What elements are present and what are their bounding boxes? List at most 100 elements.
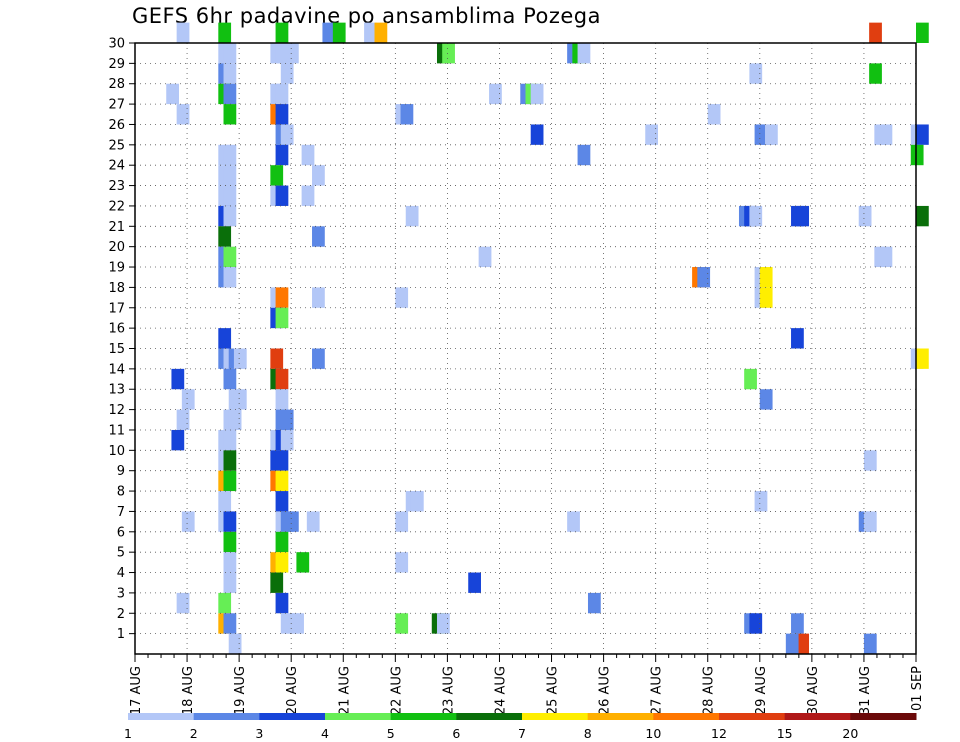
heat-cell <box>530 83 544 105</box>
heat-cell <box>530 124 544 145</box>
colorbar-label: 5 <box>387 726 395 741</box>
colorbar-swatch <box>587 713 654 720</box>
heat-cell <box>707 104 721 125</box>
heat-cell <box>223 511 237 532</box>
y-tick-label: 7 <box>117 505 125 520</box>
colorbar-swatch <box>456 713 523 720</box>
y-tick-label: 19 <box>108 261 125 276</box>
heat-cell <box>275 22 289 43</box>
heat-cell <box>489 83 502 105</box>
heat-cell <box>223 83 237 105</box>
heat-cell <box>233 389 247 410</box>
heat-cell <box>275 531 289 553</box>
x-tick-label: 29 AUG <box>754 666 769 715</box>
heat-cell <box>405 205 419 227</box>
heat-cell <box>270 348 284 369</box>
heat-cell <box>869 63 882 84</box>
heat-cell <box>176 22 190 43</box>
heat-cell <box>275 491 289 512</box>
heat-cell <box>275 83 289 105</box>
heat-cell <box>275 450 289 471</box>
heat-cell <box>697 267 711 288</box>
colorbar-label: 6 <box>452 726 460 741</box>
heat-cell <box>223 43 237 64</box>
heat-cell <box>275 104 289 125</box>
colorbar-swatch <box>128 713 195 720</box>
heat-cell <box>223 552 237 573</box>
x-tick-label: 31 AUG <box>858 666 873 715</box>
heat-cell <box>218 226 232 247</box>
heat-cell <box>285 511 299 532</box>
heat-cell <box>312 226 325 247</box>
heat-cell <box>796 633 810 654</box>
colorbar-label: 4 <box>321 726 329 741</box>
heat-cell <box>223 368 237 390</box>
heat-cell <box>223 267 237 288</box>
heat-cell <box>181 511 195 532</box>
x-tick-label: 24 AUG <box>493 666 508 715</box>
heat-cell <box>796 205 810 227</box>
y-axis: 1234567891011121314151617181920212223242… <box>108 37 135 642</box>
heat-cell <box>223 144 237 166</box>
heat-cell <box>270 165 284 186</box>
heat-cell <box>749 205 763 227</box>
y-tick-label: 5 <box>117 546 125 561</box>
heat-cell <box>223 531 237 553</box>
heat-cell <box>223 205 237 227</box>
colorbar-label: 10 <box>645 726 661 741</box>
y-tick-label: 29 <box>108 57 125 72</box>
heat-cell <box>176 409 190 430</box>
colorbar-label: 7 <box>518 726 526 741</box>
heat-cell <box>645 124 659 145</box>
colorbar-swatch <box>850 713 917 720</box>
y-tick-label: 3 <box>117 586 125 601</box>
x-tick-label: 19 AUG <box>233 666 248 715</box>
heat-cell <box>312 348 325 369</box>
colorbar-label: 20 <box>842 726 858 741</box>
heat-cell <box>863 511 877 532</box>
x-tick-label: 28 AUG <box>702 666 717 715</box>
heat-cell <box>275 592 289 614</box>
heat-cell <box>577 43 591 64</box>
heat-cell <box>759 389 773 410</box>
y-tick-label: 9 <box>117 464 125 479</box>
y-tick-label: 12 <box>108 403 125 418</box>
heat-cell <box>754 491 768 512</box>
colorbar-label: 2 <box>190 726 198 741</box>
y-tick-label: 15 <box>108 342 125 357</box>
heat-cell <box>218 491 232 512</box>
heat-cell <box>280 63 294 84</box>
x-tick-label: 22 AUG <box>389 666 404 715</box>
heat-cell <box>468 572 481 593</box>
y-tick-label: 26 <box>108 118 125 133</box>
heat-cell <box>400 104 414 125</box>
heat-cell <box>228 409 242 430</box>
heat-cell <box>228 633 242 654</box>
heat-cell <box>916 205 929 227</box>
heat-cell <box>296 552 310 573</box>
heat-cell <box>223 470 237 492</box>
x-axis: 17 AUG 18 AUG 19 AUG 20 AUG 21 AUG 22 AUG 23 A… <box>129 654 925 715</box>
heat-cell <box>275 287 289 308</box>
heat-cell <box>442 43 455 64</box>
heat-cell <box>223 572 237 593</box>
heat-cell <box>332 22 346 43</box>
heat-cell <box>879 124 893 145</box>
y-tick-label: 30 <box>108 37 125 52</box>
heat-cell <box>744 368 757 390</box>
colorbar-swatch <box>325 713 392 720</box>
y-tick-label: 18 <box>108 281 125 296</box>
heat-cell <box>223 185 237 206</box>
heat-cell <box>910 144 924 166</box>
y-tick-label: 10 <box>108 444 125 459</box>
heat-cell <box>166 83 179 105</box>
heat-cell <box>176 104 190 125</box>
heat-cell <box>218 592 232 614</box>
y-tick-label: 11 <box>108 423 125 438</box>
x-tick-label: 26 AUG <box>598 666 613 715</box>
heat-cell <box>395 511 409 532</box>
heat-cell <box>233 348 247 369</box>
x-tick-label: 20 AUG <box>285 666 300 715</box>
colorbar-swatch <box>522 713 589 720</box>
